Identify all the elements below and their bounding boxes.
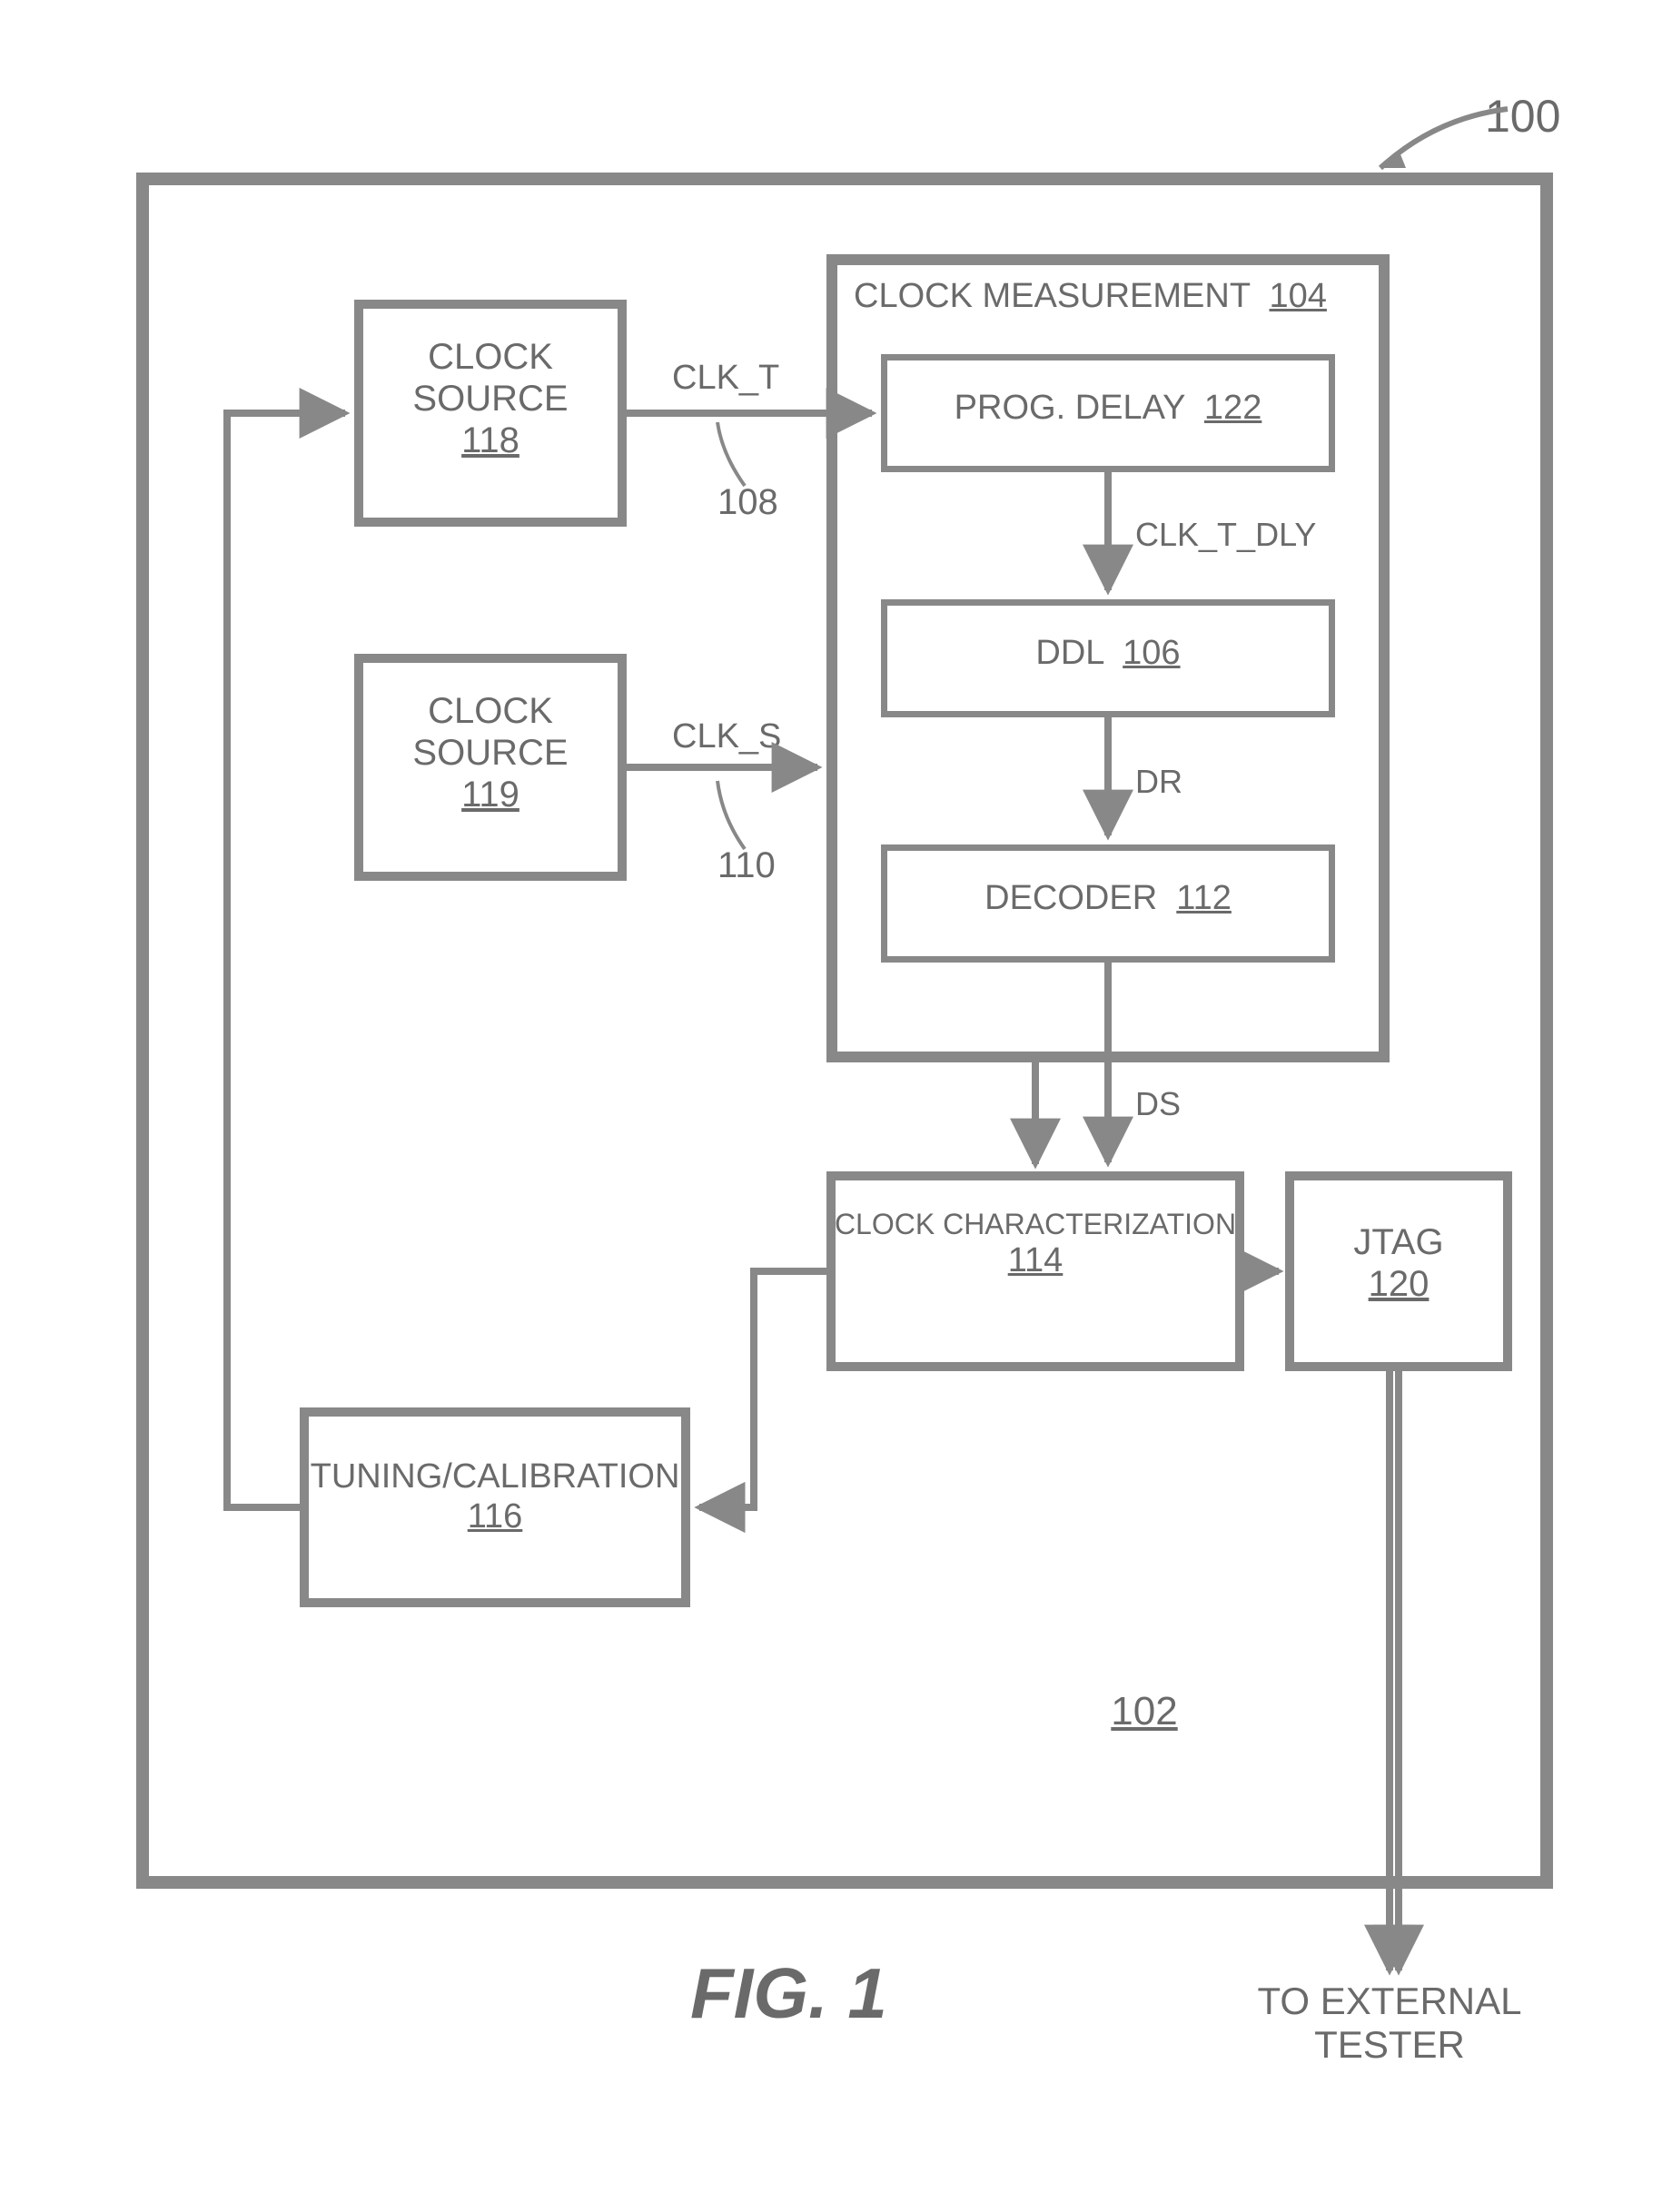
ref-119: 119 — [461, 774, 519, 815]
ref-120b: 120 — [1369, 1263, 1430, 1305]
clock-char-label2: CLOCK CHARACTERIZATION 114 — [826, 1208, 1244, 1280]
page: 100 102 CLOCK MEASUREMENT 104 PROG. DELA… — [0, 0, 1672, 2212]
clk-t-label: CLK_T — [672, 359, 779, 399]
tuning-label: TUNING/CALIBRATION 116 — [300, 1457, 690, 1536]
ref-116: 116 — [468, 1497, 523, 1537]
ext-tester-label: TO EXTERNAL TESTER — [1235, 1980, 1544, 2068]
outer-right-border-redraw — [1540, 173, 1553, 1889]
decoder-text: DECODER — [984, 879, 1157, 917]
ref-104: 104 — [1270, 277, 1327, 315]
jtag-label2: JTAG 120 — [1285, 1221, 1512, 1305]
dr-label: DR — [1135, 763, 1182, 800]
ddl-text: DDL — [1035, 634, 1103, 672]
clock-source-t-label: CLOCK SOURCE 118 — [354, 336, 627, 461]
tuning-text: TUNING/CALIBRATION — [311, 1457, 680, 1497]
clock-source-s-label: CLOCK SOURCE 119 — [354, 690, 627, 815]
ref-108: 108 — [717, 481, 778, 523]
clock-measurement-label: CLOCK MEASUREMENT — [854, 277, 1250, 315]
clk-t-dly-label: CLK_T_DLY — [1135, 516, 1316, 553]
clock-measurement-title: CLOCK MEASUREMENT 104 — [854, 277, 1327, 317]
decoder-label: DECODER 112 — [881, 879, 1335, 919]
prog-delay-label: PROG. DELAY 122 — [881, 389, 1335, 429]
ref-102: 102 — [1090, 1689, 1199, 1735]
ext-l2: TESTER — [1314, 2023, 1465, 2067]
clk-s-label: CLK_S — [672, 717, 781, 757]
ds-label: DS — [1135, 1085, 1181, 1122]
prog-delay-text: PROG. DELAY — [955, 389, 1185, 427]
jtag-text2: JTAG — [1353, 1221, 1443, 1263]
ref-106: 106 — [1123, 634, 1180, 672]
ref-114b: 114 — [1008, 1241, 1064, 1281]
clock-char-text2: CLOCK CHARACTERIZATION — [835, 1208, 1236, 1241]
clock-source-s-l1: CLOCK — [428, 690, 553, 732]
ref-122: 122 — [1204, 389, 1261, 427]
ddl-label: DDL 106 — [881, 634, 1335, 674]
clock-source-t-l1: CLOCK — [428, 336, 553, 378]
clock-source-s-l2: SOURCE — [412, 732, 568, 774]
ref-118: 118 — [461, 420, 519, 461]
ref-112: 112 — [1176, 879, 1232, 917]
figure-caption: FIG. 1 — [690, 1952, 887, 2035]
ext-l1: TO EXTERNAL — [1258, 1980, 1522, 2023]
clock-source-t-l2: SOURCE — [412, 378, 568, 420]
ref-100: 100 — [1485, 91, 1560, 143]
ref-110: 110 — [717, 844, 776, 886]
